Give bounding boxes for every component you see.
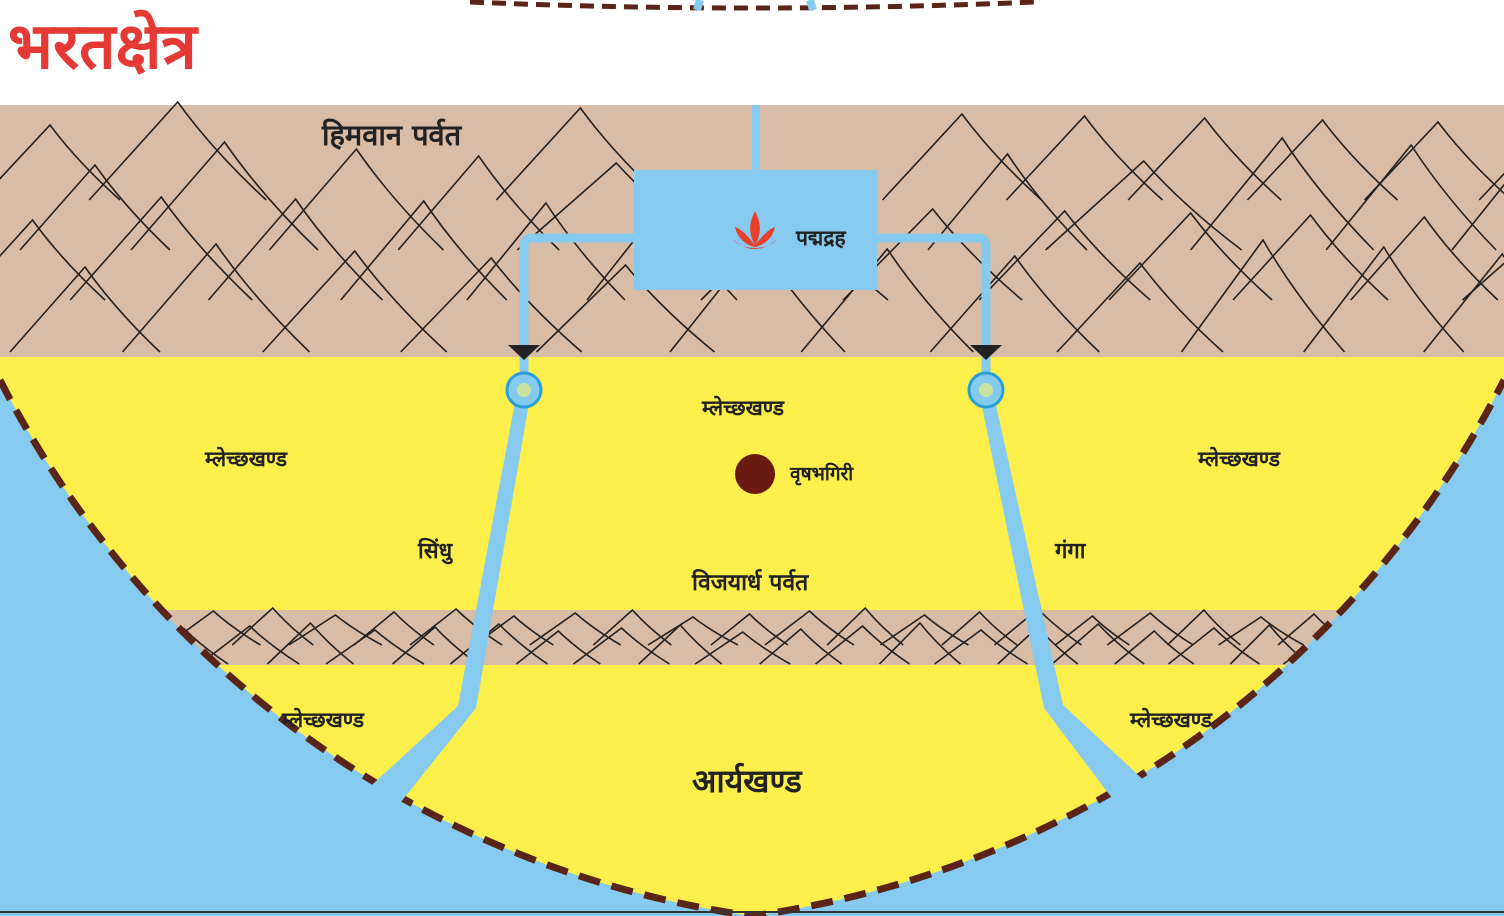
mountain-peak-stroke <box>340 199 508 301</box>
mountain-peak-stroke <box>1167 626 1260 665</box>
ganga-mouth-marker <box>970 345 1002 360</box>
mountain-peak-stroke <box>815 624 911 665</box>
mountain-peak-stroke <box>535 263 716 353</box>
label-padmadrah: पद्मद्रह <box>795 226 846 250</box>
mountain-peak-stroke <box>881 112 1042 201</box>
top-boundary-dashed <box>469 0 1036 11</box>
bharat-boundary-dashed <box>0 378 1504 916</box>
mountain-peak-stroke <box>878 621 961 665</box>
label-vrishabhagiri: वृषभगिरी <box>789 462 854 486</box>
mountain-peak-stroke <box>1423 252 1504 353</box>
mountain-peak-stroke <box>199 624 300 665</box>
mountain-peak-stroke <box>1232 213 1389 301</box>
mountain-peak-stroke <box>592 608 672 646</box>
mountain-peak-stroke <box>207 197 384 301</box>
mountain-peak-stroke <box>764 609 855 646</box>
mountain-peak-stroke <box>1190 136 1375 251</box>
mountain-peak-stroke <box>130 140 319 251</box>
ganga-river <box>979 392 1165 822</box>
mountain-peak-stroke <box>638 623 723 665</box>
mountain-peak-stroke <box>1166 608 1241 646</box>
mountain-peak-stroke <box>929 254 1100 353</box>
top-stream-left <box>693 0 704 12</box>
mountain-peak-stroke <box>1451 183 1504 251</box>
lotus-icon <box>733 211 777 249</box>
mountain-peak-stroke <box>268 147 444 251</box>
label-mlechhkhand-lower-right: म्लेच्छखण्ड <box>1129 707 1213 732</box>
mountain-peak-stroke <box>647 616 739 646</box>
mountain-peak-stroke <box>1127 116 1282 201</box>
mountain-peak-stroke <box>262 249 448 353</box>
mountain-peak-stroke <box>1106 611 1194 646</box>
vijayardh-mountain-band <box>0 610 1504 665</box>
label-sindhu: सिंधु <box>417 537 454 565</box>
label-himvan-parvat: हिमवान पर्वत <box>321 118 463 152</box>
sindhu-river-channel <box>519 233 634 390</box>
mountain-peak-stroke <box>1350 215 1499 301</box>
vrishabhagiri-dot <box>735 454 775 494</box>
mountain-peak-stroke <box>466 201 626 301</box>
top-stream-right <box>806 0 817 12</box>
mountain-peak-stroke <box>1218 616 1304 646</box>
mountain-peak-stroke <box>1005 114 1164 201</box>
mountain-peak-stroke <box>800 247 974 353</box>
page-title: भरतक्षेत्र <box>8 9 200 84</box>
label-ganga: गंगा <box>1054 539 1087 564</box>
ganga-river-channel <box>877 233 991 390</box>
mountain-peak-stroke <box>19 163 171 251</box>
mountain-peak-stroke <box>978 209 1151 301</box>
sindhu-river <box>350 392 531 822</box>
mountain-peak-stroke <box>1045 159 1243 251</box>
label-mlechhkhand-top-center: म्लेच्छखण्ड <box>701 395 785 420</box>
mountain-peak-stroke <box>941 610 1018 646</box>
mountain-peak-stroke <box>88 100 267 201</box>
mountain-peak-stroke <box>1363 120 1504 201</box>
mountain-peak-stroke <box>1108 211 1273 301</box>
label-vijayardh-parvat: विजयार्ध पर्वत <box>691 568 809 596</box>
mountain-peak-stroke <box>1303 245 1465 353</box>
ganga-kund-center <box>979 383 993 397</box>
mountain-peak-stroke <box>1325 143 1497 251</box>
mountain-peak-stroke <box>353 610 435 646</box>
label-aryakhand: आर्यखण्ड <box>692 762 803 800</box>
mountain-peak-stroke <box>826 606 904 646</box>
sindhu-kund-center <box>517 383 531 397</box>
mountain-peak-stroke <box>694 630 791 665</box>
label-mlechhkhand-lower-left: म्लेच्छखण्ड <box>281 707 365 732</box>
mountain-peak-stroke <box>1054 614 1130 646</box>
mountain-peak-stroke <box>1056 261 1224 353</box>
label-mlechhkhand-upper-left: म्लेच्छखण्ड <box>204 446 288 471</box>
mountain-peak-stroke <box>121 242 311 353</box>
mountain-peak-stroke <box>879 613 969 646</box>
mountain-peak-stroke <box>0 218 106 301</box>
mountain-peak-stroke <box>927 152 1088 251</box>
mountain-peak-stroke <box>9 265 161 353</box>
mountain-peak-stroke <box>710 612 789 646</box>
mountain-peak-stroke <box>266 621 354 665</box>
mountain-peak-stroke <box>325 628 425 665</box>
mountain-peak-stroke <box>529 611 622 646</box>
sindhu-mouth-marker <box>508 345 540 360</box>
mountain-peak-stroke <box>400 256 583 353</box>
mountain-peak-stroke <box>69 195 253 301</box>
mountain-peak-stroke <box>573 626 670 665</box>
mountain-peak-stroke <box>934 628 1028 665</box>
mountain-peak-stroke <box>1180 238 1346 353</box>
label-mlechhkhand-upper-right: म्लेच्छखण्ड <box>1197 446 1281 471</box>
mountain-peak-stroke <box>1461 262 1504 301</box>
mountain-peak-stroke <box>0 123 121 201</box>
mountain-peak-stroke <box>1246 118 1399 201</box>
